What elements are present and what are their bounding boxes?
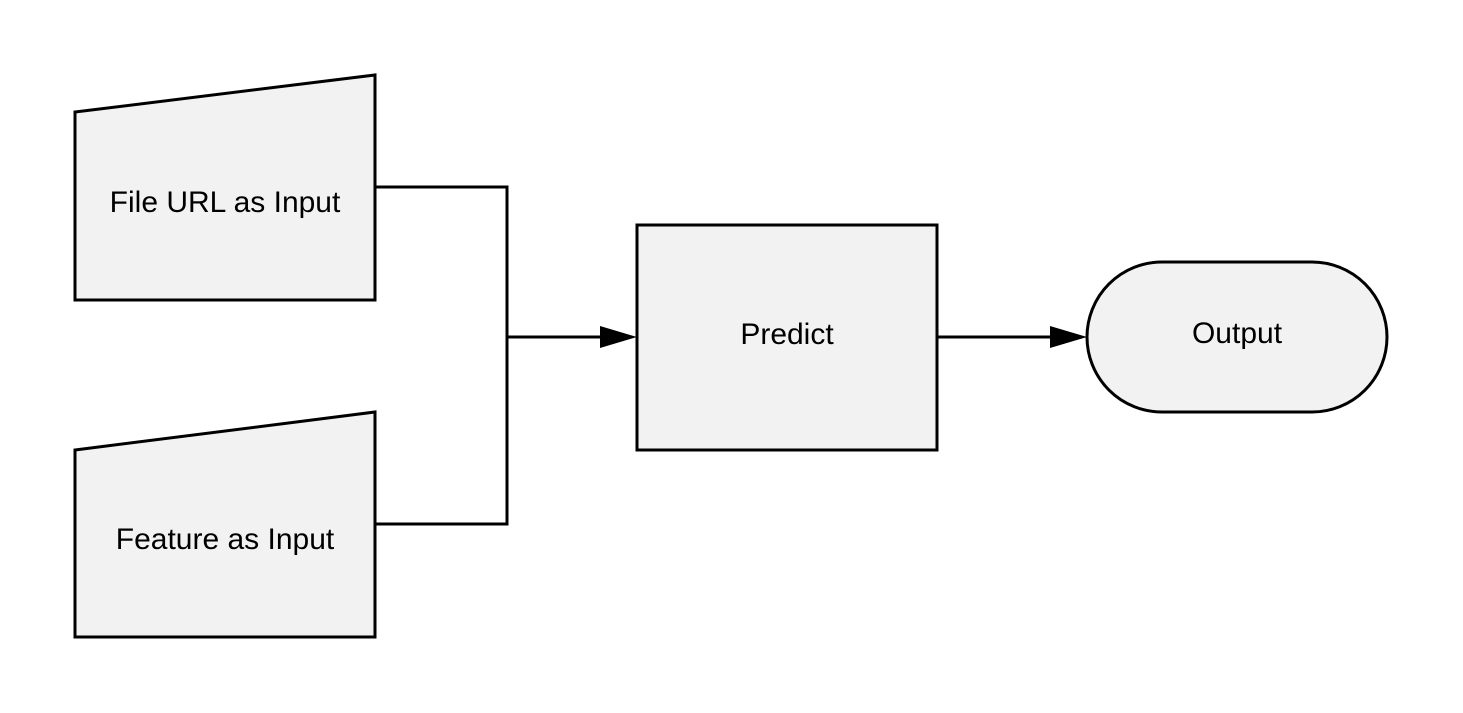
process-shape-predict	[635, 223, 939, 452]
node-label-predict: Predict	[740, 318, 834, 351]
edge-feature-to-predict	[375, 337, 509, 526]
node-output: Output	[1085, 260, 1389, 414]
node-feature-input: Feature as Input	[73, 410, 377, 639]
manual-input-shape-file-url	[73, 73, 377, 302]
node-label-output: Output	[1192, 317, 1283, 350]
manual-input-shape-feature	[73, 410, 377, 639]
node-predict: Predict	[635, 223, 939, 452]
node-label-file-url-input: File URL as Input	[110, 186, 341, 219]
arrowhead-to-predict	[600, 326, 637, 348]
node-file-url-input: File URL as Input	[73, 73, 377, 302]
edge-file-url-to-predict	[375, 185, 509, 337]
node-label-feature-input: Feature as Input	[116, 523, 335, 556]
arrowhead-to-output	[1050, 326, 1087, 348]
